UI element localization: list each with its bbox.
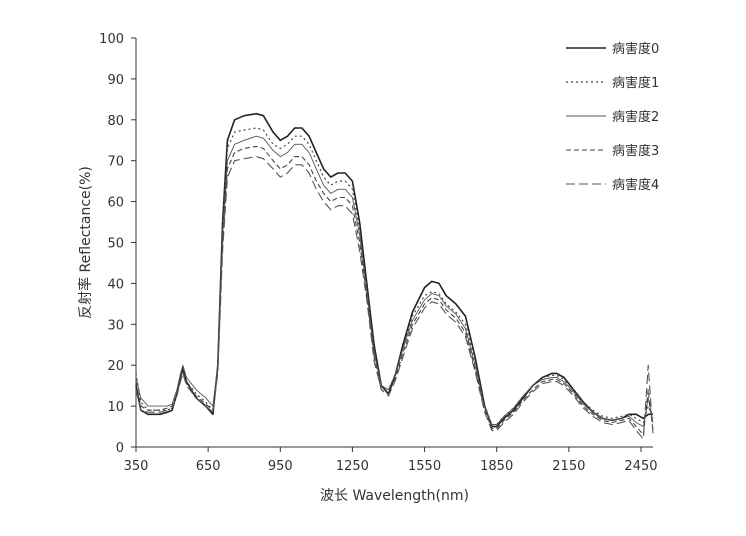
y-ticks: 0 10 20 30 40 50 60 70 80 90 100: [99, 32, 136, 456]
y-tick-label: 60: [107, 196, 124, 211]
y-tick-label: 20: [107, 359, 124, 374]
x-tick-label: 350: [124, 459, 149, 474]
y-tick-label: 90: [107, 73, 124, 88]
y-tick-label: 80: [107, 114, 124, 129]
legend-label-4: 病害度4: [612, 177, 659, 193]
y-tick-label: 30: [107, 318, 124, 333]
x-tick-label: 2450: [624, 459, 657, 474]
legend-label-2: 病害度2: [612, 109, 659, 125]
y-tick-label: 0: [116, 441, 124, 456]
y-tick-label: 40: [107, 277, 124, 292]
x-axis-title: 波长 Wavelength(nm): [320, 488, 469, 504]
legend-label-1: 病害度1: [612, 75, 659, 91]
legend-label-3: 病害度3: [612, 143, 659, 159]
y-tick-label: 100: [99, 32, 124, 47]
series-layer: [135, 112, 654, 440]
legend-label-0: 病害度0: [612, 41, 659, 57]
y-tick-label: 10: [107, 400, 124, 415]
x-tick-label: 1250: [336, 459, 369, 474]
series-line-1: [135, 127, 654, 426]
x-tick-label: 2150: [552, 459, 585, 474]
x-tick-label: 650: [196, 459, 221, 474]
y-tick-label: 70: [107, 155, 124, 170]
series-line-2: [135, 135, 654, 428]
legend: 病害度0 病害度1 病害度2 病害度3 病害度4: [566, 41, 659, 193]
series-line-4: [135, 156, 654, 440]
series-line-3: [135, 145, 654, 436]
y-axis-title: 反射率 Reflectance(%): [77, 166, 94, 319]
x-tick-label: 1550: [408, 459, 441, 474]
x-tick-label: 1850: [480, 459, 513, 474]
x-tick-label: 950: [268, 459, 293, 474]
y-tick-label: 50: [107, 237, 124, 252]
x-ticks: 350 650 950 1250 1550 1850 2150 2450: [124, 447, 658, 474]
